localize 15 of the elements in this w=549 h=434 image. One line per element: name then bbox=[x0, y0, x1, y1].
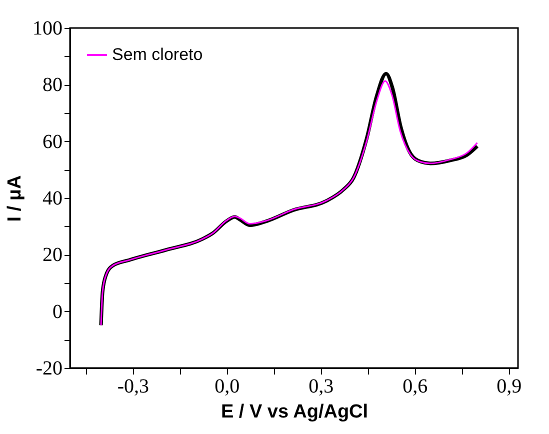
legend-label: Sem cloreto bbox=[112, 45, 203, 64]
x-tick-label: 0,9 bbox=[496, 376, 522, 398]
x-tick-label: -0,3 bbox=[117, 376, 149, 398]
y-tick-label: 20 bbox=[42, 244, 62, 266]
x-tick-label: 0,3 bbox=[308, 376, 334, 398]
x-tick-label: 0,6 bbox=[402, 376, 428, 398]
x-axis-title: E / V vs Ag/AgCl bbox=[220, 402, 368, 422]
y-tick-label: 80 bbox=[42, 74, 62, 96]
y-tick-label: -20 bbox=[36, 358, 62, 380]
y-tick-label: 100 bbox=[32, 18, 62, 40]
y-tick-label: 60 bbox=[42, 130, 62, 153]
y-tick-label: 0 bbox=[52, 300, 62, 323]
x-tick-label: 0,0 bbox=[214, 376, 240, 398]
y-axis-title: I / μA bbox=[4, 174, 26, 222]
y-tick-label: 40 bbox=[42, 188, 62, 210]
